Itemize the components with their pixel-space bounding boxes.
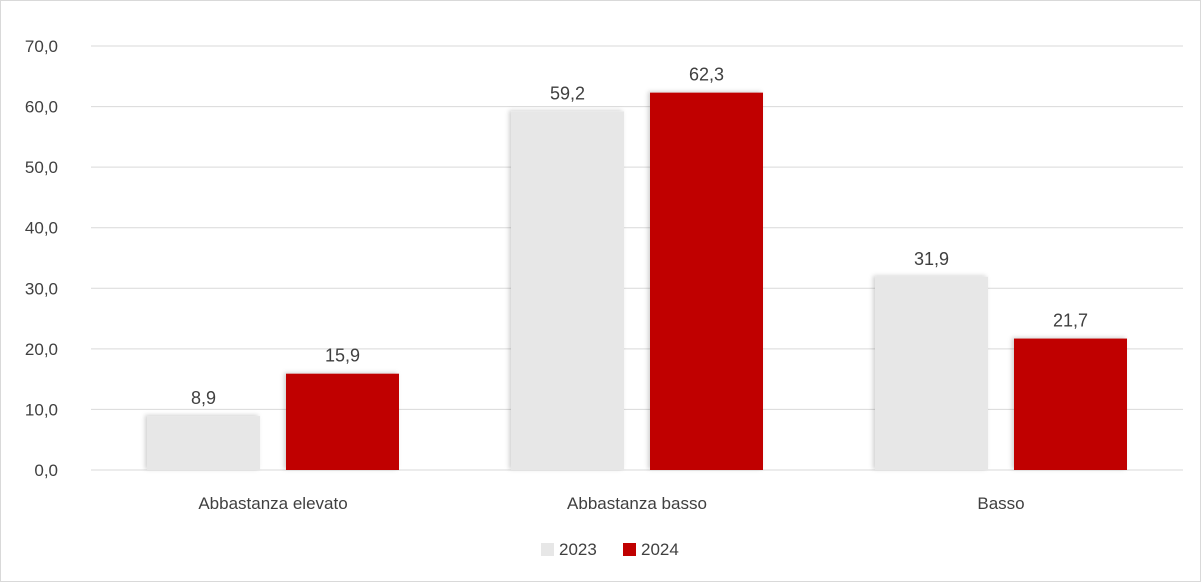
legend-label-2024: 2024: [641, 540, 679, 559]
bar-2023-1: [511, 111, 624, 470]
data-label-2023-2: 31,9: [914, 249, 949, 269]
y-tick-label-7: 70,0: [25, 37, 58, 56]
y-tick-label-3: 30,0: [25, 279, 58, 298]
bar-2023-2: [875, 277, 988, 470]
data-label-2023-0: 8,9: [191, 388, 216, 408]
y-tick-label-0: 0,0: [34, 461, 58, 480]
data-label-2024-2: 21,7: [1053, 311, 1088, 331]
category-label-2: Basso: [977, 494, 1024, 513]
y-axis-tick-labels: 0,0 10,0 20,0 30,0 40,0 50,0 60,0 70,0: [25, 37, 58, 480]
data-label-2024-1: 62,3: [689, 65, 724, 85]
category-label-1: Abbastanza basso: [567, 494, 707, 513]
legend-label-2023: 2023: [559, 540, 597, 559]
legend-swatch-2024: [623, 543, 636, 556]
bar-2024-2: [1014, 339, 1127, 470]
y-tick-label-5: 50,0: [25, 158, 58, 177]
legend: 2023 2024: [541, 540, 679, 559]
bar-2023-0: [147, 416, 260, 470]
y-tick-label-4: 40,0: [25, 219, 58, 238]
legend-swatch-2023: [541, 543, 554, 556]
y-tick-label-1: 10,0: [25, 400, 58, 419]
y-tick-label-6: 60,0: [25, 98, 58, 117]
category-label-0: Abbastanza elevato: [198, 494, 347, 513]
bar-2024-1: [650, 93, 763, 470]
bar-2024-0: [286, 374, 399, 470]
bars: [147, 93, 1127, 470]
data-label-2024-0: 15,9: [325, 346, 360, 366]
x-axis-category-labels: Abbastanza elevato Abbastanza basso Basso: [198, 494, 1024, 513]
y-tick-label-2: 20,0: [25, 340, 58, 359]
data-label-2023-1: 59,2: [550, 83, 585, 103]
